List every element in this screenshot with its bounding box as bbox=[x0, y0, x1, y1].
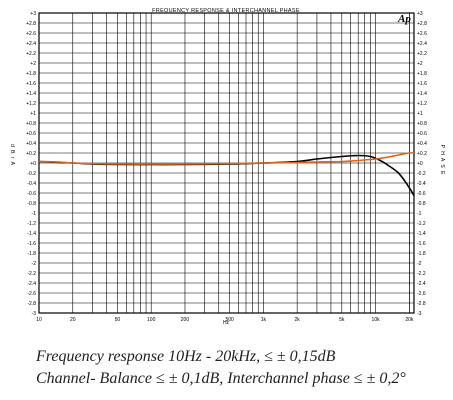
y-tick-label-right: -1.6 bbox=[417, 241, 426, 247]
caption-line-1: Frequency response 10Hz - 20kHz, ≤ ± 0,1… bbox=[36, 348, 336, 365]
y-tick-label-left: -0.2 bbox=[27, 171, 36, 177]
y-tick-label-right: +1.8 bbox=[417, 71, 427, 77]
y-tick-label-right: +0 bbox=[417, 161, 423, 167]
y-tick-label-right: +3 bbox=[417, 11, 423, 17]
x-tick-label: 1k bbox=[261, 317, 267, 323]
y-tick-label-left: -1.6 bbox=[27, 241, 36, 247]
y-tick-label-left: -2.6 bbox=[27, 291, 36, 297]
x-tick-label: 20k bbox=[405, 317, 414, 323]
y-tick-label-left: +1.8 bbox=[26, 71, 36, 77]
y-tick-label-left: -2.8 bbox=[27, 301, 36, 307]
y-tick-label-left: -2 bbox=[32, 261, 37, 267]
y-tick-label-right: -2.6 bbox=[417, 291, 426, 297]
y-tick-label-right: +1.6 bbox=[417, 81, 427, 87]
y-tick-label-right: +0.4 bbox=[417, 141, 427, 147]
y-tick-label-left: -2.2 bbox=[27, 271, 36, 277]
y-tick-label-right: -1.2 bbox=[417, 221, 426, 227]
y-tick-label-left: +2.4 bbox=[26, 41, 36, 47]
y-tick-label-right: +2.8 bbox=[417, 21, 427, 27]
y-tick-label-right: -2.8 bbox=[417, 301, 426, 307]
x-tick-label: 2k bbox=[295, 317, 301, 323]
y-tick-label-right: -2.4 bbox=[417, 281, 426, 287]
y-tick-label-left: +2 bbox=[30, 61, 36, 67]
y-tick-label-right: +2.4 bbox=[417, 41, 427, 47]
x-tick-label: 500 bbox=[225, 317, 234, 323]
chart-title: FREQUENCY RESPONSE & INTERCHANNEL PHASE bbox=[152, 8, 300, 14]
y-tick-label-right: +2.6 bbox=[417, 31, 427, 37]
x-tick-label: 10 bbox=[36, 317, 42, 323]
y-tick-label-left: +1 bbox=[30, 111, 36, 117]
chart-area: +3 +2.8 +2.6 +2.4 +2.2 +2 +1.8 +1.6 +1.4 +1.2 +1 +0… bbox=[9, 8, 445, 326]
ap-logo: Ap bbox=[397, 13, 411, 25]
y-tick-label-left: +1.6 bbox=[26, 81, 36, 87]
y-tick-label-left: -0.8 bbox=[27, 201, 36, 207]
y-tick-label-left: +0 bbox=[30, 161, 36, 167]
y-tick-label-left: -0.4 bbox=[27, 181, 36, 187]
tick-labels: +3 +2.8 +2.6 +2.4 +2.2 +2 +1.8 +1.6 +1.4 +1.2 +1 +0… bbox=[26, 11, 427, 323]
y-tick-label-right: -0.8 bbox=[417, 201, 426, 207]
y-tick-label-left: +0.2 bbox=[26, 151, 36, 157]
y-tick-label-left: +0.4 bbox=[26, 141, 36, 147]
y-tick-label-right: -2 bbox=[417, 261, 422, 267]
y-tick-label-left: -1.8 bbox=[27, 251, 36, 257]
y-axis-label-right: P H A S E bbox=[439, 145, 445, 176]
y-tick-label-left: -1.4 bbox=[27, 231, 36, 237]
y-tick-label-left: +0.6 bbox=[26, 131, 36, 137]
series-group bbox=[38, 152, 415, 196]
y-tick-label-right: +0.2 bbox=[417, 151, 427, 157]
series-line-interchannel-phase bbox=[38, 152, 415, 165]
y-tick-label-left: -0.6 bbox=[27, 191, 36, 197]
caption: Frequency response 10Hz - 20kHz, ≤ ± 0,1… bbox=[36, 346, 451, 390]
x-tick-label: 200 bbox=[181, 317, 190, 323]
y-tick-label-right: -1 bbox=[417, 211, 422, 217]
y-tick-label-right: +0.8 bbox=[417, 121, 427, 127]
y-tick-label-left: +2.8 bbox=[26, 21, 36, 27]
y-tick-label-right: +0.6 bbox=[417, 131, 427, 137]
y-tick-label-left: +2.2 bbox=[26, 51, 36, 57]
x-axis-label: Hz bbox=[223, 320, 230, 326]
y-tick-label-left: -1.2 bbox=[27, 221, 36, 227]
y-tick-label-right: +2 bbox=[417, 61, 423, 67]
caption-line-2: Channel- Balance ≤ ± 0,1dB, Interchannel… bbox=[36, 370, 406, 387]
y-tick-label-right: -0.4 bbox=[417, 181, 426, 187]
y-tick-label-left: +1.2 bbox=[26, 101, 36, 107]
y-tick-label-left: +1.4 bbox=[26, 91, 36, 97]
y-tick-label-right: -1.8 bbox=[417, 251, 426, 257]
y-tick-label-right: -0.6 bbox=[417, 191, 426, 197]
y-tick-label-right: +1.4 bbox=[417, 91, 427, 97]
y-tick-label-left: +0.8 bbox=[26, 121, 36, 127]
y-tick-label-left: -1 bbox=[32, 211, 37, 217]
x-tick-label: 10k bbox=[372, 317, 381, 323]
series-line-frequency-response bbox=[38, 154, 415, 196]
y-tick-label-right: -0.2 bbox=[417, 171, 426, 177]
y-tick-label-left: +3 bbox=[30, 11, 36, 17]
frequency-response-chart: +3 +2.8 +2.6 +2.4 +2.2 +2 +1.8 +1.6 +1.4 +1.2 +1 +0… bbox=[9, 8, 445, 326]
y-tick-label-left: +2.6 bbox=[26, 31, 36, 37]
y-tick-label-right: -3 bbox=[417, 311, 422, 317]
x-tick-label: 5k bbox=[339, 317, 345, 323]
y-tick-label-right: -1.4 bbox=[417, 231, 426, 237]
x-tick-label: 100 bbox=[147, 317, 156, 323]
x-tick-label: 50 bbox=[115, 317, 121, 323]
y-tick-label-right: -2.2 bbox=[417, 271, 426, 277]
y-tick-label-left: -3 bbox=[32, 311, 37, 317]
y-tick-label-right: +1 bbox=[417, 111, 423, 117]
x-tick-label: 20 bbox=[70, 317, 76, 323]
y-tick-label-right: +2.2 bbox=[417, 51, 427, 57]
y-tick-label-left: -2.4 bbox=[27, 281, 36, 287]
y-axis-label-left: d B r A bbox=[9, 144, 15, 166]
y-tick-label-right: +1.2 bbox=[417, 101, 427, 107]
